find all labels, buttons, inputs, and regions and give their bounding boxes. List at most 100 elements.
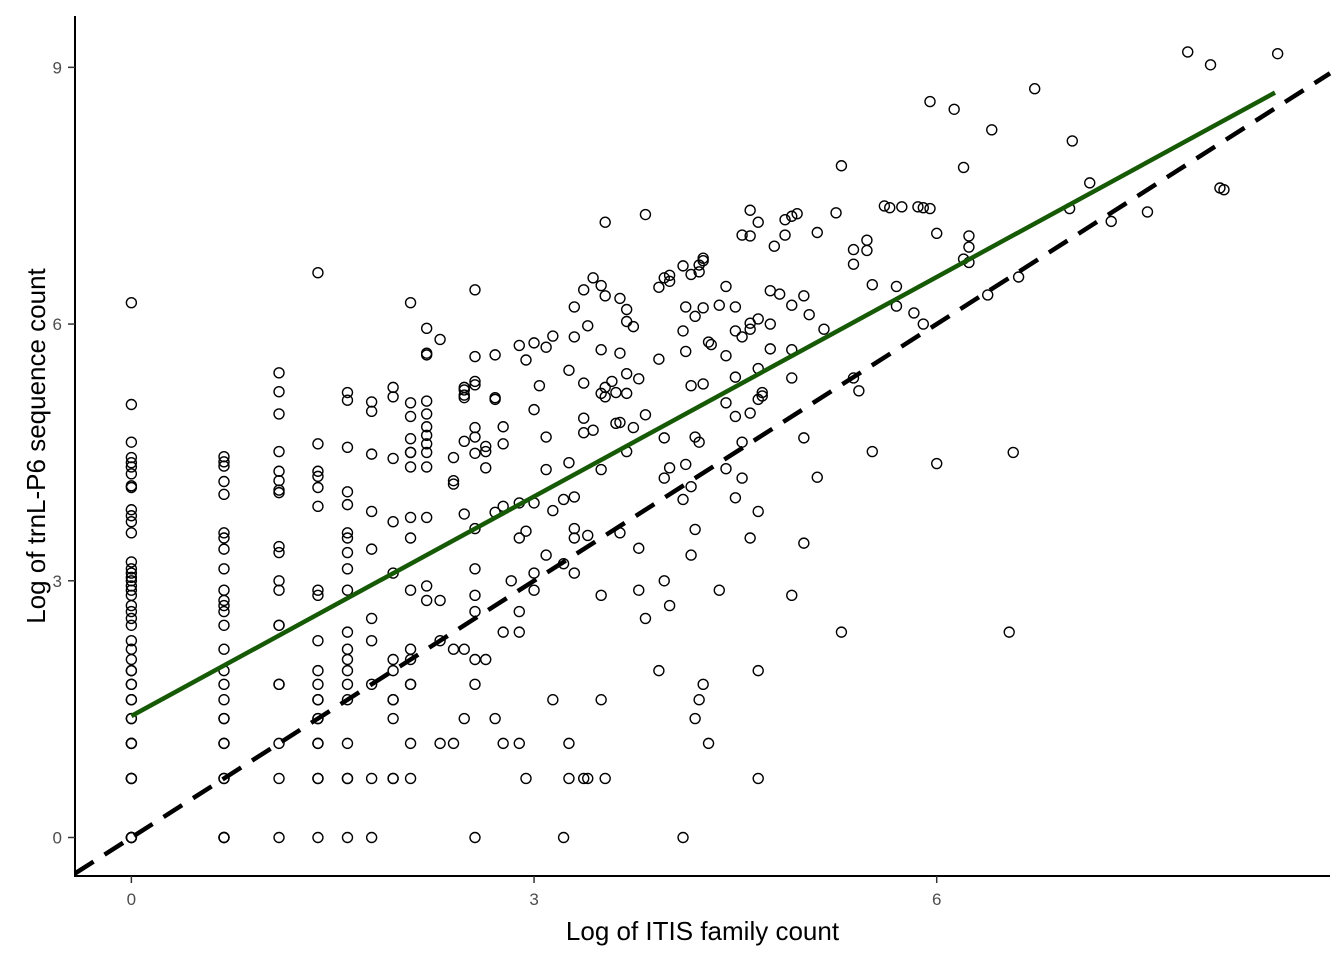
- data-point: [917, 318, 929, 330]
- data-point: [125, 468, 138, 480]
- data-point: [756, 386, 768, 399]
- data-point: [125, 456, 138, 469]
- data-point: [606, 375, 618, 388]
- data-point: [736, 436, 748, 448]
- data-point: [578, 772, 590, 785]
- data-point: [729, 325, 742, 337]
- data-point: [273, 408, 285, 420]
- data-point: [963, 230, 975, 242]
- data-point: [125, 634, 138, 647]
- data-point: [458, 435, 470, 447]
- data-point: [528, 567, 540, 579]
- data-point: [563, 456, 575, 469]
- data-point: [312, 438, 324, 450]
- data-point: [720, 462, 732, 475]
- data-point: [404, 737, 417, 750]
- data-point: [469, 522, 481, 535]
- x-axis-ticks: 0 3 6: [127, 876, 941, 909]
- data-point: [693, 694, 705, 706]
- data-point: [540, 463, 552, 476]
- data-point: [404, 678, 417, 691]
- data-point: [610, 386, 622, 399]
- data-point: [689, 310, 701, 323]
- data-point: [404, 296, 417, 309]
- data-point: [582, 320, 594, 332]
- data-point: [912, 201, 924, 213]
- data-point: [744, 204, 756, 216]
- data-point: [273, 831, 285, 844]
- data-point: [861, 234, 873, 246]
- data-point: [341, 532, 354, 544]
- data-point: [218, 475, 230, 488]
- data-point: [653, 353, 665, 365]
- data-point: [125, 556, 138, 568]
- data-point: [469, 678, 481, 691]
- data-point: [312, 694, 324, 706]
- data-point: [1204, 59, 1217, 71]
- data-point: [312, 589, 324, 602]
- data-point: [633, 584, 645, 596]
- data-point: [365, 448, 378, 460]
- data-point: [273, 540, 285, 553]
- data-point: [764, 318, 776, 330]
- data-point: [469, 379, 481, 391]
- x-axis-title: Log of ITIS family count: [566, 916, 840, 946]
- data-point: [847, 258, 860, 270]
- y-axis-ticks: 0 3 6 9: [53, 58, 75, 847]
- data-point: [273, 584, 285, 596]
- data-point: [896, 201, 908, 213]
- data-point: [387, 391, 399, 403]
- data-point: [434, 737, 446, 750]
- data-point: [764, 284, 776, 297]
- data-point: [1182, 46, 1194, 58]
- data-point: [568, 567, 581, 579]
- data-point: [125, 694, 138, 706]
- data-point: [341, 498, 354, 511]
- data-point: [663, 269, 676, 281]
- data-point: [469, 431, 481, 443]
- data-point: [818, 323, 830, 335]
- data-point: [420, 395, 433, 407]
- data-point: [744, 323, 756, 335]
- data-point: [312, 465, 324, 477]
- data-point: [341, 678, 354, 691]
- data-point: [273, 367, 285, 379]
- data-point: [312, 481, 324, 494]
- data-point: [1066, 135, 1078, 147]
- y-axis-title: Log of trnL-P6 sequence count: [21, 267, 51, 623]
- data-point: [1084, 177, 1096, 189]
- data-point: [520, 772, 532, 785]
- data-point: [218, 619, 230, 631]
- data-point: [447, 478, 460, 490]
- data-point: [697, 302, 709, 314]
- data-point: [469, 421, 481, 434]
- data-point: [685, 268, 697, 281]
- data-point: [595, 344, 607, 356]
- data-point: [599, 290, 611, 302]
- data-point: [729, 410, 742, 423]
- data-point: [884, 201, 896, 214]
- data-point: [489, 391, 501, 404]
- data-point: [420, 580, 433, 592]
- data-point: [677, 325, 689, 337]
- data-point: [705, 338, 717, 351]
- data-point: [595, 279, 607, 292]
- data-point: [458, 381, 470, 394]
- plot-area: [73, 46, 1332, 876]
- data-point: [653, 281, 665, 293]
- data-point: [312, 712, 324, 725]
- data-point: [528, 403, 540, 416]
- data-point: [125, 575, 138, 587]
- data-point: [736, 229, 748, 241]
- data-point: [568, 301, 581, 313]
- data-point: [420, 408, 433, 420]
- data-point: [768, 240, 781, 252]
- data-point: [557, 831, 570, 844]
- data-point: [1105, 215, 1117, 228]
- data-point: [273, 678, 285, 691]
- data-point: [578, 377, 590, 389]
- data-point: [341, 394, 354, 406]
- data-point: [341, 643, 354, 655]
- data-point: [420, 446, 433, 459]
- data-point: [125, 678, 138, 691]
